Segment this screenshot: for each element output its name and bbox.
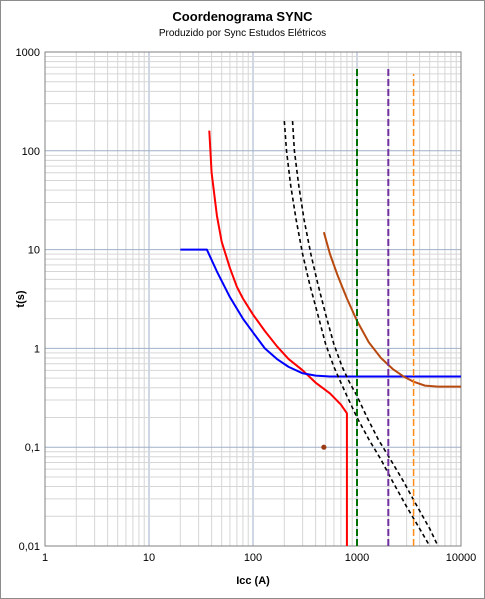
x-axis-label: Icc (A) <box>236 575 270 587</box>
series-line-4 <box>322 231 461 388</box>
x-tick-label: 1 <box>42 552 48 564</box>
x-tick-label: 1000 <box>345 552 369 564</box>
series-line-3 <box>291 121 439 547</box>
x-tick-label: 10000 <box>446 552 477 564</box>
chart-subtitle: Produzido por Sync Estudos Elétricos <box>158 28 327 39</box>
y-tick-label: 0,1 <box>25 442 40 454</box>
y-axis-label: t(s) <box>15 290 27 307</box>
tick-labels: 1 10 100 1000 10000 0,01 0,1 1 10 100 1000 <box>16 47 477 564</box>
series-line-1 <box>180 248 461 378</box>
series-line-0 <box>208 130 348 546</box>
chart-title: Coordenograma SYNC <box>172 9 313 24</box>
y-tick-label: 1 <box>34 343 40 355</box>
grid-lines <box>44 52 461 547</box>
y-tick-label: 1000 <box>16 47 40 59</box>
series-marker-5 <box>321 444 327 450</box>
x-tick-label: 10 <box>143 552 155 564</box>
series-line-2 <box>283 121 431 547</box>
y-tick-label: 10 <box>28 245 40 257</box>
x-tick-label: 100 <box>244 552 262 564</box>
series-layer <box>180 67 461 547</box>
plot-border <box>44 51 462 547</box>
y-tick-label: 0,01 <box>19 541 40 553</box>
y-tick-label: 100 <box>22 146 40 158</box>
